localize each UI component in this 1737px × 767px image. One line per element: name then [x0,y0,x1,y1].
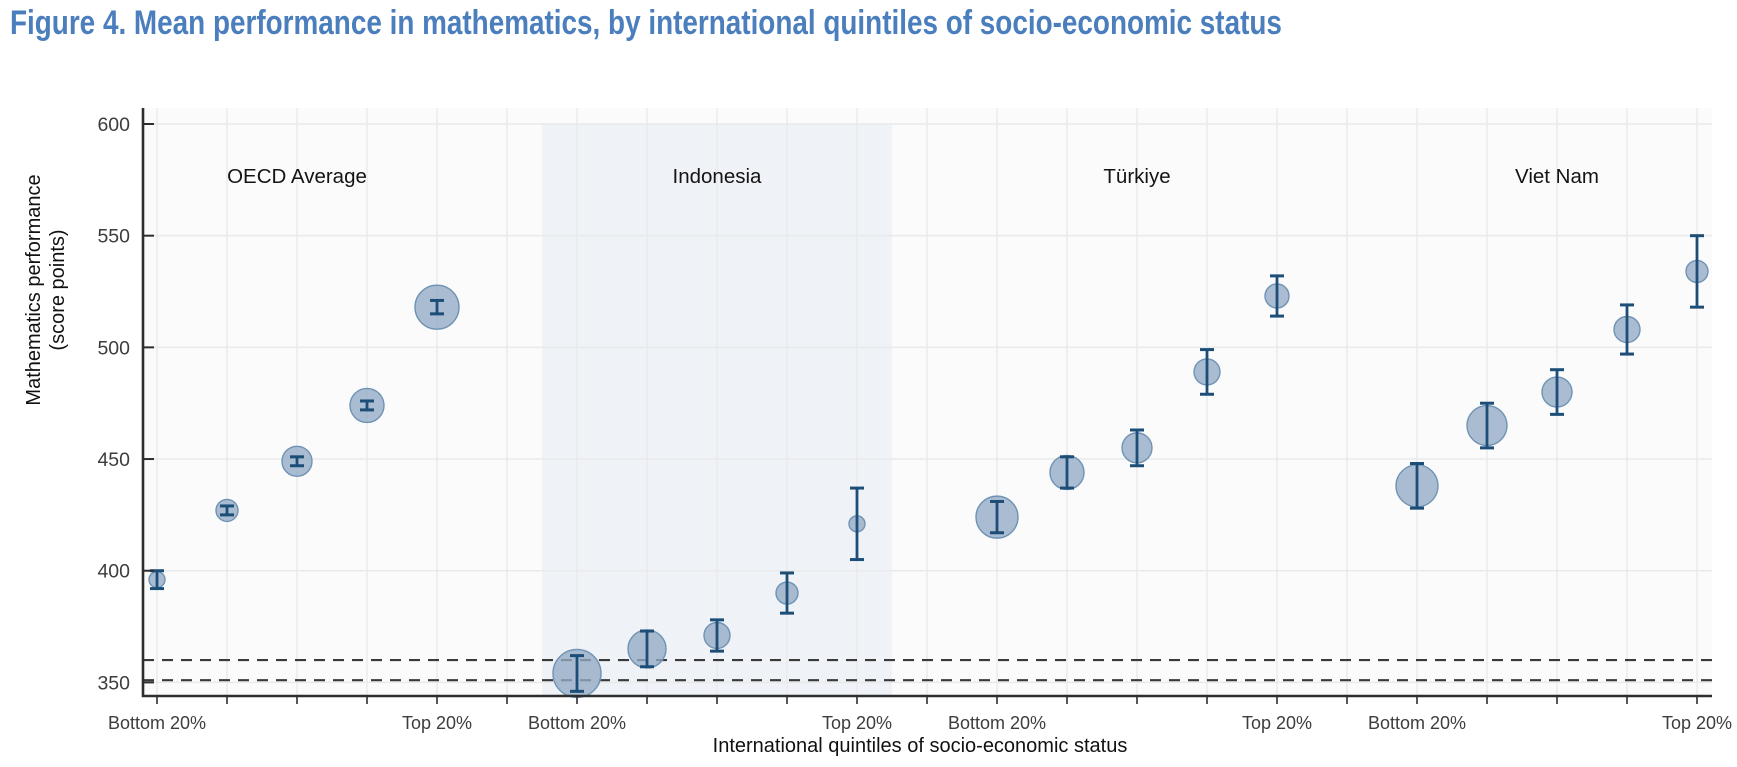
x-tick-label-indonesia-top20: Top 20% [822,713,892,733]
group-label-indonesia: Indonesia [673,165,763,188]
y-tick-label-350: 350 [97,672,130,694]
y-tick-label-600: 600 [97,114,130,136]
group-label-viet-nam: Viet Nam [1515,165,1599,188]
y-tick-label-550: 550 [97,226,130,248]
plot-layer: OECD Average Bottom 20% Top 20% Indonesia Bo… [97,108,1732,733]
x-tick-label-viet-nam-top20: Top 20% [1662,713,1732,733]
group-label-oecd-average: OECD Average [227,165,367,188]
x-tick-label-t-rkiye-top20: Top 20% [1242,713,1312,733]
axis-lines [141,108,1712,698]
y-tick-label-500: 500 [97,337,130,359]
x-tick-label-indonesia-bottom20: Bottom 20% [528,713,626,733]
y-axis-title-line2: (score points) [47,229,69,350]
x-tick-label-oecd-average-top20: Top 20% [402,713,472,733]
y-axis-title-line1: Mathematics performance [23,174,45,405]
figure-title: Figure 4. Mean performance in mathematic… [10,4,1561,43]
x-tick-label-viet-nam-bottom20: Bottom 20% [1368,713,1466,733]
figure-title-text: Figure 4. Mean performance in mathematic… [10,4,1282,42]
y-tick-label-450: 450 [97,449,130,471]
x-tick-label-t-rkiye-bottom20: Bottom 20% [948,713,1046,733]
group-label-t-rkiye: Türkiye [1103,165,1170,188]
y-tick-label-400: 400 [97,561,130,583]
x-axis-title: International quintiles of socio-economi… [713,735,1128,757]
x-tick-label-oecd-average-bottom20: Bottom 20% [108,713,206,733]
